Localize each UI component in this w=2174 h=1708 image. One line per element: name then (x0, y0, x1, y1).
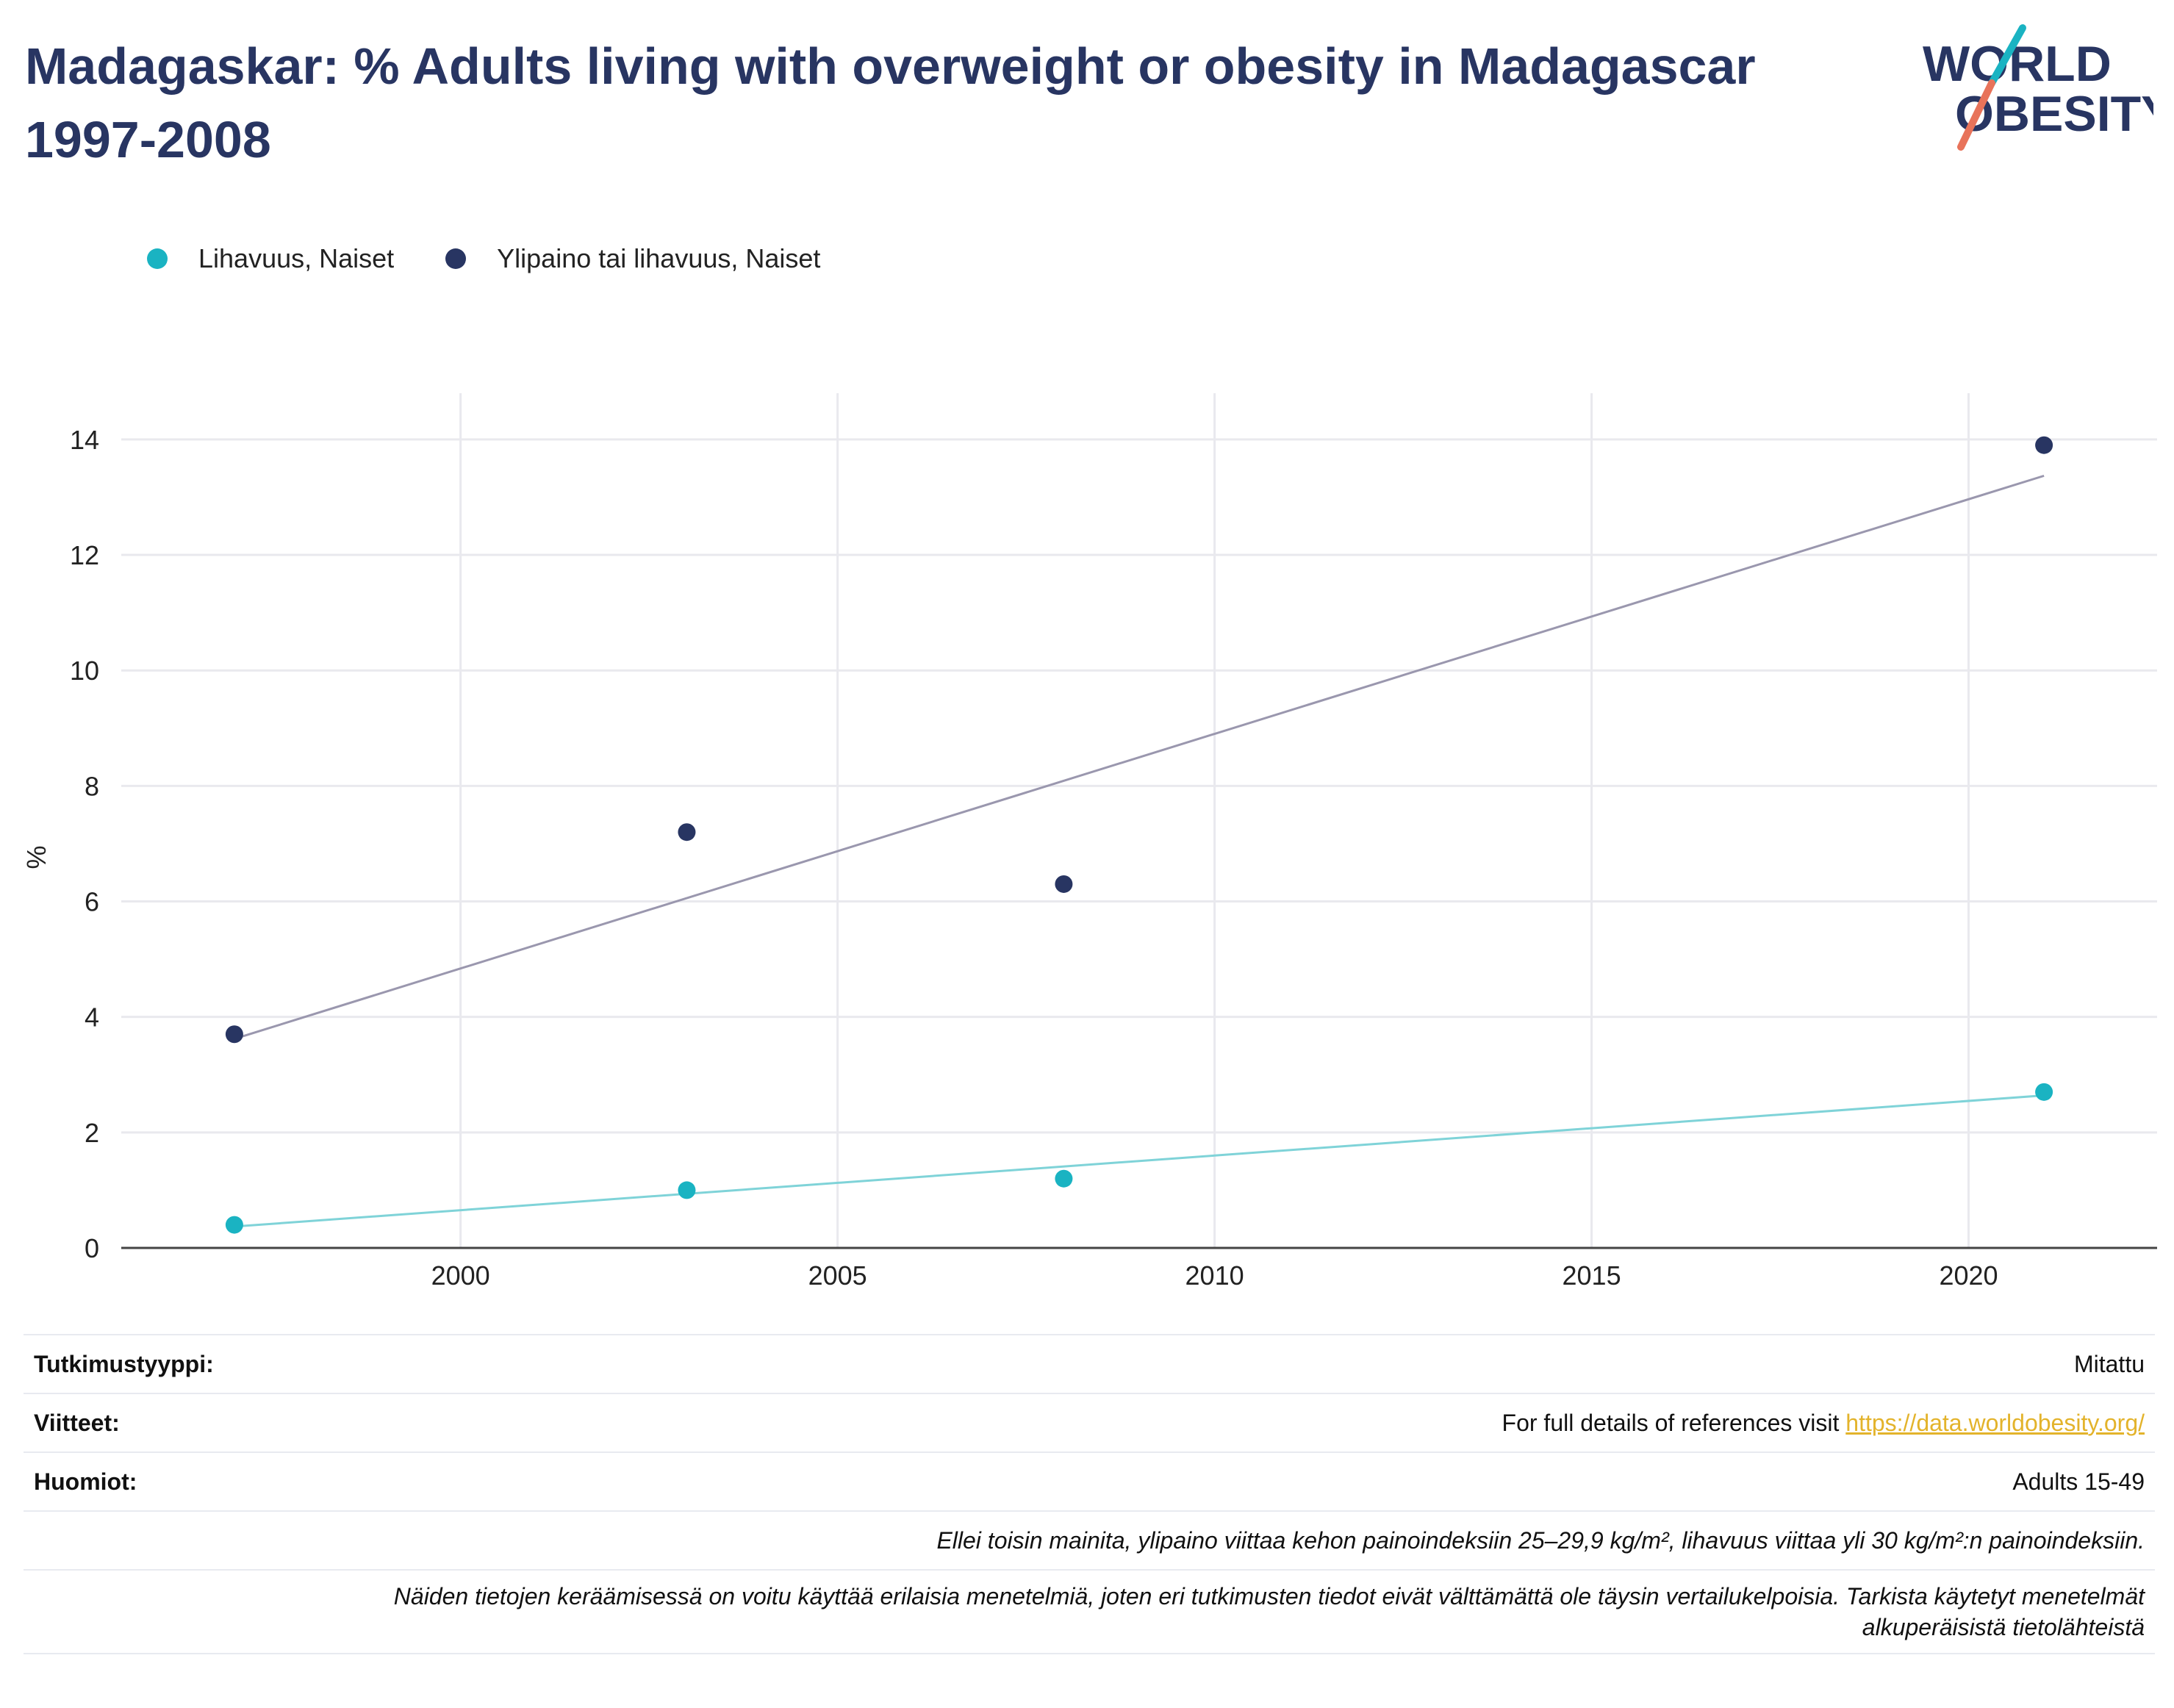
study-type-label: Tutkimustyyppi: (34, 1350, 214, 1377)
methods-note-line2: alkuperäisistä tietolähteistä (1862, 1614, 2145, 1640)
scatter-chart: 2000 2005 2010 2015 2020 0 2 4 6 8 10 12 14% (21, 393, 2157, 1291)
notes-value: Adults 15-49 (2012, 1468, 2145, 1495)
references-label: Viitteet: (34, 1409, 120, 1436)
data-point-0-1 (678, 1181, 696, 1199)
y-tick-label-4: 4 (85, 1002, 99, 1033)
trend-line-1 (234, 474, 2045, 1040)
data-point-1-2 (1055, 875, 1073, 893)
info-row-references: Viitteet: For full details of references… (24, 1393, 2155, 1452)
trend-line-0 (234, 1094, 2045, 1228)
info-table: Tutkimustyyppi: Mitattu Viitteet: For fu… (24, 1334, 2155, 1654)
info-row-study-type: Tutkimustyyppi: Mitattu (24, 1334, 2155, 1393)
data-point-0-2 (1055, 1169, 1073, 1188)
references-value: For full details of references visit htt… (1502, 1410, 2145, 1437)
study-type-value: Mitattu (2073, 1350, 2145, 1377)
y-tick-label-14: 14 (70, 425, 99, 455)
info-row-definition: Ellei toisin mainita, ylipaino viittaa k… (24, 1510, 2155, 1569)
x-tick-label-2015: 2015 (1563, 1260, 1621, 1291)
y-axis-label: % (21, 845, 51, 869)
logo-slash-coral (1957, 79, 1995, 151)
trend-lines (234, 474, 2045, 1228)
y-tick-label-8: 8 (85, 771, 99, 801)
references-text: For full details of references visit (1502, 1409, 1846, 1436)
x-tick-label-2005: 2005 (808, 1260, 867, 1291)
legend-swatch-overweight (445, 248, 467, 269)
data-point-0-0 (225, 1216, 243, 1234)
data-points (225, 436, 2053, 1234)
methods-note: Näiden tietojen keräämisessä on voitu kä… (394, 1581, 2145, 1643)
info-row-methods: Näiden tietojen keräämisessä on voitu kä… (24, 1569, 2155, 1653)
logo-slash-teal (1988, 24, 2026, 87)
legend-item-obesity[interactable]: Lihavuus, Naiset (147, 243, 394, 274)
data-point-1-3 (2035, 436, 2053, 454)
data-point-1-0 (225, 1025, 243, 1044)
definition-note: Ellei toisin mainita, ylipaino viittaa k… (936, 1526, 2145, 1554)
info-row-notes: Huomiot: Adults 15-49 (24, 1452, 2155, 1510)
grid-lines (121, 393, 2157, 1248)
world-obesity-logo: WORLD OBESITY (1923, 24, 2153, 151)
references-link[interactable]: https://data.worldobesity.org/ (1845, 1409, 2145, 1436)
x-tick-label-2010: 2010 (1185, 1260, 1244, 1291)
data-point-1-1 (678, 823, 696, 842)
methods-note-line1: Näiden tietojen keräämisessä on voitu kä… (393, 1583, 2145, 1610)
y-tick-label-6: 6 (85, 887, 99, 917)
y-tick-label-12: 12 (70, 540, 99, 570)
x-tick-label-2000: 2000 (431, 1260, 490, 1291)
legend-label-obesity: Lihavuus, Naiset (198, 243, 395, 273)
legend-item-overweight[interactable]: Ylipaino tai lihavuus, Naiset (445, 243, 820, 274)
notes-label: Huomiot: (34, 1468, 137, 1495)
y-tick-label-2: 2 (85, 1118, 99, 1148)
x-tick-label-2020: 2020 (1939, 1260, 1998, 1291)
tick-labels: 2000 2005 2010 2015 2020 0 2 4 6 8 10 12 14% (21, 425, 1998, 1291)
info-bottom-border (24, 1653, 2155, 1654)
chart-legend: Lihavuus, Naiset Ylipaino tai lihavuus, … (147, 240, 872, 277)
y-tick-label-0: 0 (85, 1233, 99, 1263)
legend-swatch-obesity (147, 248, 168, 269)
data-point-0-3 (2035, 1083, 2053, 1101)
page-title: Madagaskar: % Adults living with overwei… (25, 37, 1756, 168)
legend-label-overweight: Ylipaino tai lihavuus, Naiset (497, 243, 821, 273)
y-tick-label-10: 10 (70, 656, 99, 686)
